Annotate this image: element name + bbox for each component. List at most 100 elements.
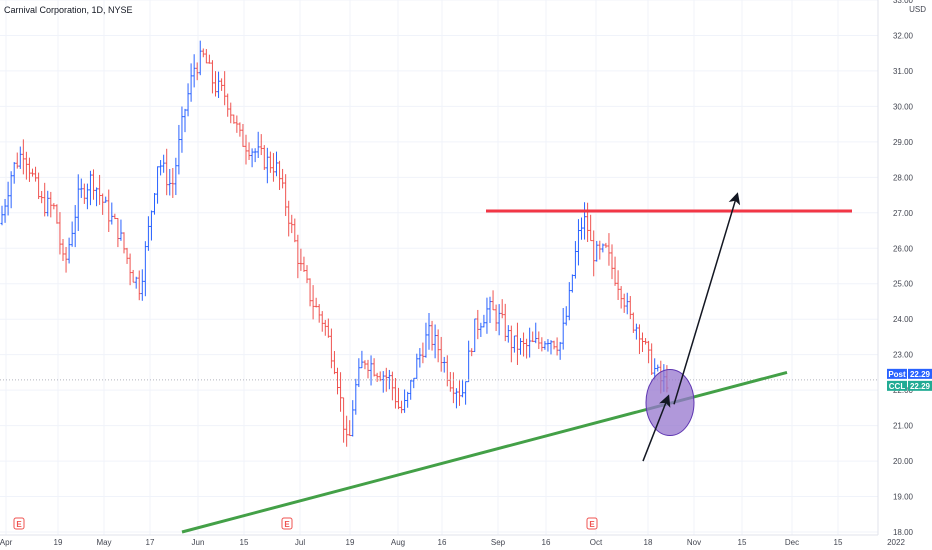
ohlc-bar xyxy=(470,348,474,357)
ohlc-bar xyxy=(570,274,574,293)
ohlc-bar xyxy=(183,108,187,133)
arrow-long[interactable] xyxy=(673,192,741,405)
ohlc-bar xyxy=(204,49,208,64)
ohlc-bar xyxy=(220,78,224,91)
ohlc-bar xyxy=(580,217,583,240)
ohlc-bar xyxy=(494,304,498,332)
ohlc-bar xyxy=(247,142,251,160)
ohlc-bar xyxy=(0,205,4,226)
ohlc-bar xyxy=(24,151,28,180)
ohlc-bar xyxy=(110,202,114,225)
ohlc-bar xyxy=(305,265,309,284)
time-tick-label: 16 xyxy=(438,538,447,547)
ohlc-bar xyxy=(153,193,156,215)
earnings-marker[interactable]: E xyxy=(13,517,25,530)
ohlc-bar xyxy=(637,324,641,355)
ohlc-bar xyxy=(278,160,282,190)
ohlc-bar xyxy=(515,322,519,365)
ohlc-bar xyxy=(58,212,62,255)
ohlc-bar xyxy=(317,304,321,323)
ohlc-bar xyxy=(619,286,623,309)
ohlc-bar xyxy=(351,400,355,437)
ohlc-bar xyxy=(375,372,379,382)
ohlc-bar xyxy=(534,322,538,344)
ohlc-bar xyxy=(64,246,68,273)
earnings-marker[interactable]: E xyxy=(281,517,293,530)
ohlc-bar xyxy=(454,388,458,409)
ohlc-bar xyxy=(98,174,102,205)
ohlc-bar xyxy=(104,196,108,203)
ohlc-bar xyxy=(180,106,184,153)
ohlc-bar xyxy=(293,218,297,243)
highlight-ellipse[interactable] xyxy=(645,369,695,437)
ohlc-bar xyxy=(238,122,242,137)
ohlc-bar xyxy=(354,378,358,415)
ohlc-bar xyxy=(473,318,477,352)
ohlc-bar xyxy=(531,331,535,343)
price-tick-label: 26.00 xyxy=(893,244,914,253)
price-axis[interactable]: 33.00 32.00 31.00 30.00 29.00 28.00 27.00 26.00… xyxy=(893,0,914,537)
ohlc-bar xyxy=(458,380,461,406)
ohlc-bar xyxy=(525,338,529,359)
ohlc-bar xyxy=(552,340,556,350)
ohlc-bar xyxy=(122,232,126,254)
ohlc-bar xyxy=(76,174,80,232)
price-badge: CCL 22.29 xyxy=(887,380,932,391)
ohlc-bar xyxy=(397,387,400,410)
ohlc-bar xyxy=(387,369,391,390)
price-badge: Post 22.29 xyxy=(887,368,932,379)
ohlc-bar xyxy=(546,339,550,352)
ohlc-bar xyxy=(107,189,111,233)
ohlc-bar xyxy=(61,238,65,261)
ohlc-bar xyxy=(537,331,541,350)
ohlc-bar xyxy=(461,379,465,398)
ohlc-bar xyxy=(223,71,227,106)
ohlc-bar xyxy=(92,169,95,200)
ohlc-bar xyxy=(198,40,202,76)
ohlc-bar xyxy=(88,170,92,206)
ohlc-bar xyxy=(235,115,239,133)
ohlc-bar xyxy=(250,148,254,168)
ohlc-bar xyxy=(384,367,388,392)
earnings-marker[interactable]: E xyxy=(586,517,598,530)
ohlc-bar xyxy=(332,351,336,375)
ohlc-bar xyxy=(415,353,419,379)
ohlc-bar xyxy=(418,348,422,368)
ohlc-bar xyxy=(464,381,468,405)
ohlc-bar xyxy=(348,420,352,437)
ohlc-bar xyxy=(67,237,71,264)
ohlc-bar xyxy=(268,151,272,173)
ohlc-bar xyxy=(299,248,303,271)
ohlc-bar xyxy=(476,309,480,340)
ohlc-bar xyxy=(168,168,172,196)
ohlc-bar xyxy=(241,123,245,147)
ohlc-bar xyxy=(336,367,339,395)
ohlc-bar xyxy=(442,356,446,373)
ohlc-bar xyxy=(308,278,312,307)
ohlc-bar xyxy=(15,152,19,169)
ohlc-bar xyxy=(503,303,507,342)
ohlc-bar xyxy=(482,314,486,328)
support-trendline[interactable] xyxy=(181,370,788,534)
ohlc-bar xyxy=(52,203,56,210)
price-axis-background xyxy=(878,0,932,550)
ohlc-bar xyxy=(82,183,86,204)
time-tick-label: Dec xyxy=(785,538,799,547)
time-tick-label: Apr xyxy=(0,538,13,547)
ohlc-bar xyxy=(70,221,74,247)
price-tick-label: 20.00 xyxy=(893,457,914,466)
arrow-short[interactable] xyxy=(642,394,671,462)
ohlc-bar xyxy=(43,182,47,217)
time-axis[interactable]: Apr 19 May 17 Jun 15 Jul 19 Aug 16 Sep 16 Oct 18 Nov 15… xyxy=(0,538,905,547)
time-tick-label: Jul xyxy=(295,538,305,547)
ohlc-bar xyxy=(149,210,153,241)
ohlc-bar xyxy=(589,214,593,242)
time-tick-label: 17 xyxy=(146,538,155,547)
time-tick-label: 15 xyxy=(240,538,249,547)
ohlc-bar xyxy=(186,83,190,117)
ohlc-bar xyxy=(95,187,99,207)
ohlc-bar xyxy=(625,292,629,315)
ohlc-bar xyxy=(113,213,117,220)
